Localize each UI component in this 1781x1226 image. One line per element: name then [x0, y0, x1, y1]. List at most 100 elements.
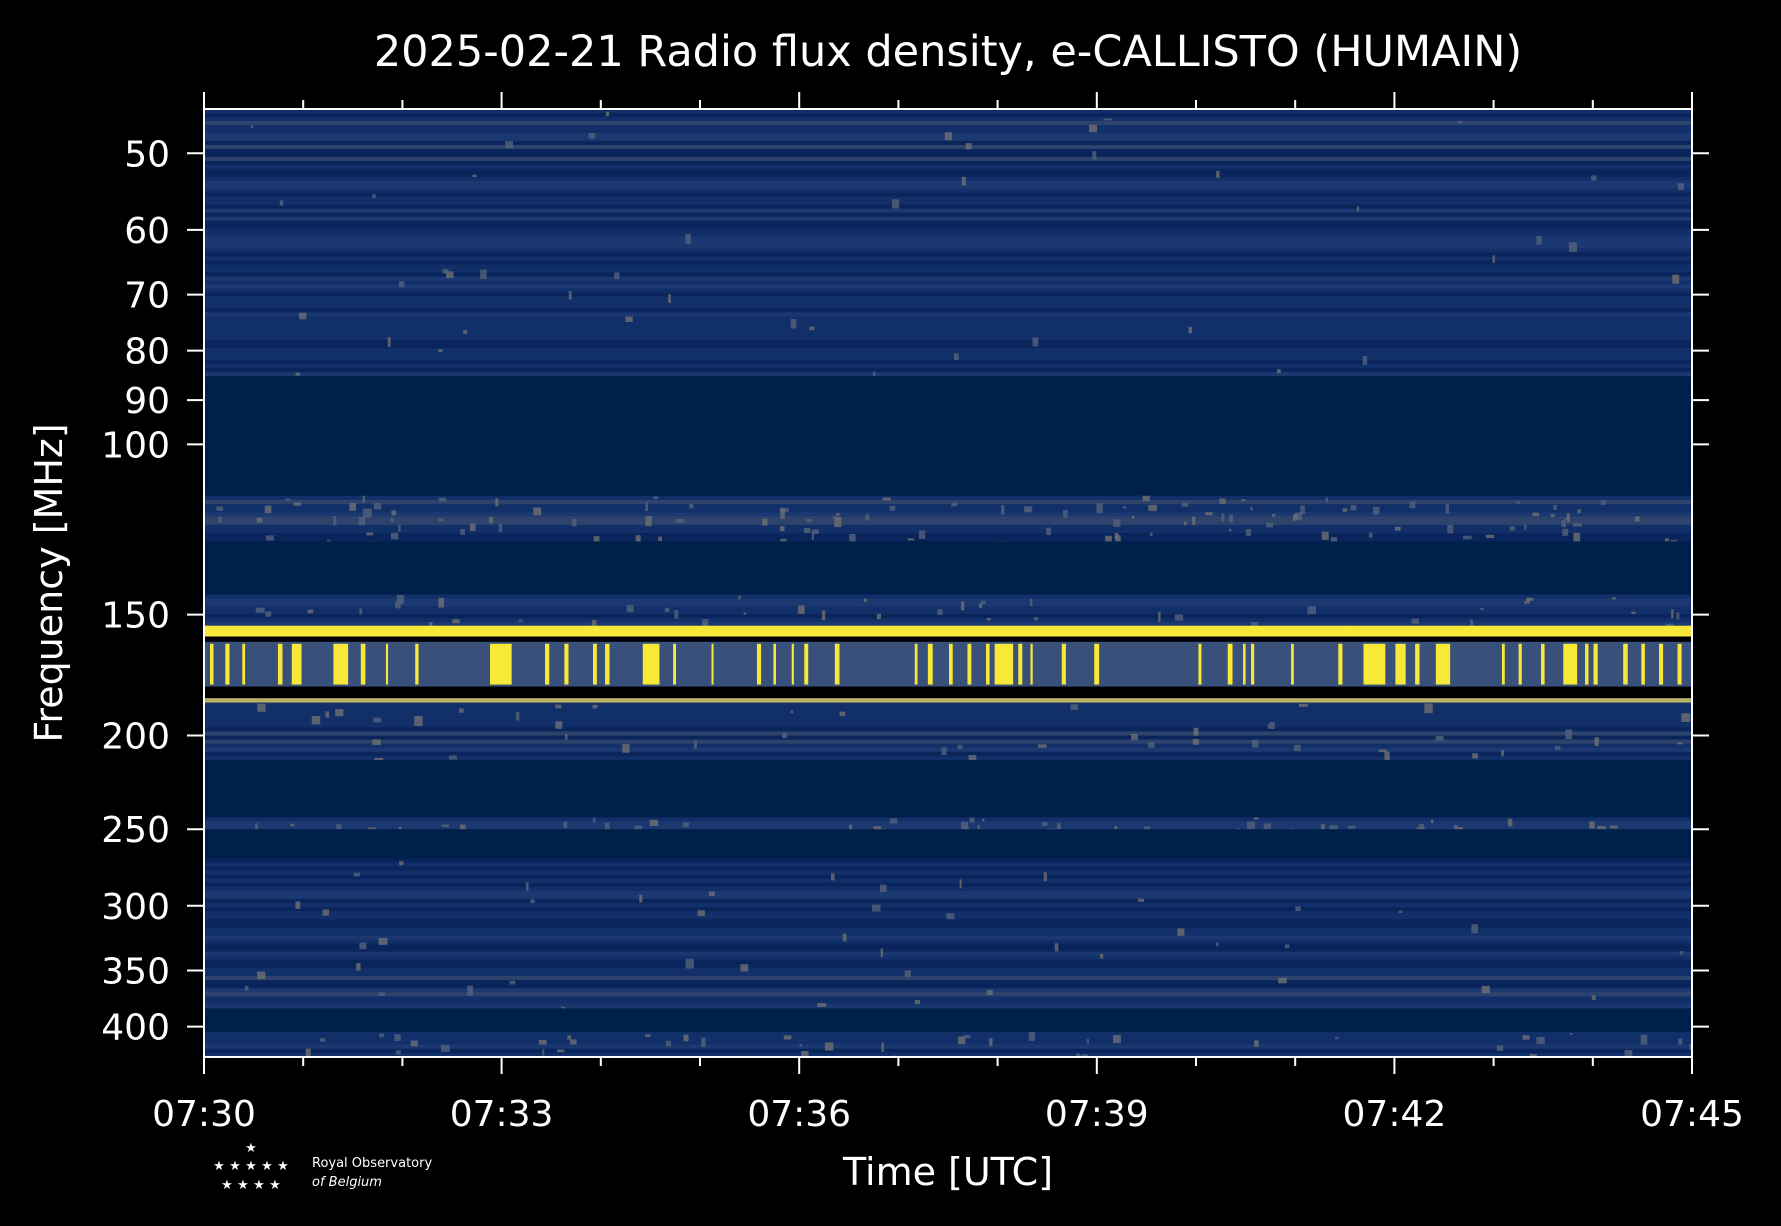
noise-speck — [986, 990, 993, 995]
noise-row — [204, 614, 1692, 619]
noise-speck — [1115, 535, 1121, 544]
noise-speck — [1266, 522, 1273, 528]
x-axis: 07:30 07:33 07:36 07:39 07:42 07:45 — [152, 92, 1744, 1135]
noise-row — [204, 288, 1692, 293]
burst-stripe — [1251, 643, 1255, 685]
noise-row — [204, 360, 1692, 365]
noise-speck — [1485, 534, 1495, 539]
noise-row — [204, 192, 1692, 198]
noise-speck — [674, 610, 679, 619]
noise-row — [204, 312, 1692, 317]
noise-speck — [359, 942, 367, 950]
noise-row — [204, 984, 1692, 989]
noise-row — [204, 988, 1692, 993]
noise-speck — [951, 502, 958, 507]
noise-row — [204, 731, 1692, 736]
noise-speck — [665, 1040, 672, 1047]
noise-speck — [1447, 525, 1454, 534]
noise-row — [204, 520, 1692, 526]
noise-speck — [1192, 516, 1196, 525]
noise-speck — [1384, 751, 1390, 761]
star-icon: ★ — [237, 1178, 249, 1193]
freq-band-11 — [204, 829, 1692, 859]
noise-speck — [1174, 614, 1184, 621]
noise-speck — [336, 823, 342, 830]
noise-row — [204, 821, 1692, 826]
noise-speck — [592, 704, 598, 709]
noise-speck — [396, 594, 404, 605]
noise-row — [204, 617, 1692, 623]
burst-stripe — [994, 643, 1014, 685]
noise-speck — [1032, 337, 1039, 347]
noise-row — [204, 524, 1692, 530]
noise-row — [204, 308, 1692, 313]
noise-speck — [653, 496, 659, 499]
noise-row — [204, 903, 1692, 908]
noise-speck — [960, 821, 969, 830]
y-tick-label: 300 — [101, 887, 170, 928]
noise-speck — [1507, 818, 1513, 827]
noise-speck — [1678, 1038, 1683, 1045]
noise-speck — [542, 1049, 545, 1056]
logo-text-line2: of Belgium — [312, 1175, 382, 1190]
burst-stripe — [711, 643, 714, 685]
noise-row — [204, 967, 1692, 973]
noise-speck — [904, 970, 911, 978]
noise-speck — [1342, 508, 1348, 512]
noise-speck — [1046, 527, 1051, 536]
noise-speck — [1099, 954, 1104, 959]
noise-row — [204, 602, 1692, 607]
noise-speck — [1037, 744, 1047, 748]
noise-speck — [1299, 512, 1302, 521]
x-tick-label: 07:45 — [1640, 1094, 1744, 1135]
noise-speck — [1295, 906, 1301, 912]
noise-row — [204, 862, 1692, 868]
noise-speck — [1092, 151, 1097, 160]
noise-row — [204, 116, 1692, 122]
noise-speck — [1496, 1045, 1504, 1051]
noise-speck — [568, 290, 572, 300]
noise-speck — [1611, 597, 1617, 600]
noise-row — [204, 755, 1692, 761]
noise-row — [204, 348, 1692, 353]
noise-speck — [1320, 824, 1325, 830]
noise-row — [204, 1004, 1692, 1009]
y-tick-label: 70 — [124, 276, 170, 317]
noise-speck — [907, 538, 915, 541]
noise-speck — [1516, 500, 1520, 504]
burst-stripe — [834, 643, 840, 685]
noise-speck — [960, 601, 965, 611]
noise-row — [204, 140, 1692, 146]
noise-speck — [438, 349, 443, 352]
noise-row — [204, 955, 1692, 961]
noise-speck — [1600, 500, 1606, 505]
noise-speck — [1253, 817, 1259, 820]
noise-speck — [689, 503, 694, 509]
noise-speck — [1689, 1044, 1692, 1051]
noise-speck — [448, 755, 457, 760]
noise-speck — [293, 502, 301, 506]
noise-speck — [957, 1036, 966, 1045]
noise-speck — [982, 818, 985, 822]
noise-speck — [1183, 521, 1187, 526]
burst-stripe — [1541, 643, 1545, 685]
noise-speck — [1536, 1036, 1545, 1045]
noise-row — [204, 610, 1692, 615]
noise-row — [204, 715, 1692, 720]
noise-speck — [872, 904, 881, 912]
noise-row — [204, 723, 1692, 728]
noise-speck — [1522, 1035, 1530, 1040]
noise-speck — [460, 528, 465, 535]
noise-speck — [1192, 738, 1199, 745]
burst-stripe — [605, 643, 610, 685]
noise-row — [204, 364, 1692, 369]
noise-row — [204, 710, 1692, 716]
noise-row — [204, 508, 1692, 513]
burst-stripe — [592, 643, 597, 685]
noise-row — [204, 1000, 1692, 1005]
noise-speck — [1624, 1050, 1633, 1057]
burst-stripe — [1018, 643, 1023, 685]
noise-speck — [1532, 512, 1540, 517]
noise-row — [204, 1044, 1692, 1050]
burst-stripe — [1395, 643, 1406, 685]
